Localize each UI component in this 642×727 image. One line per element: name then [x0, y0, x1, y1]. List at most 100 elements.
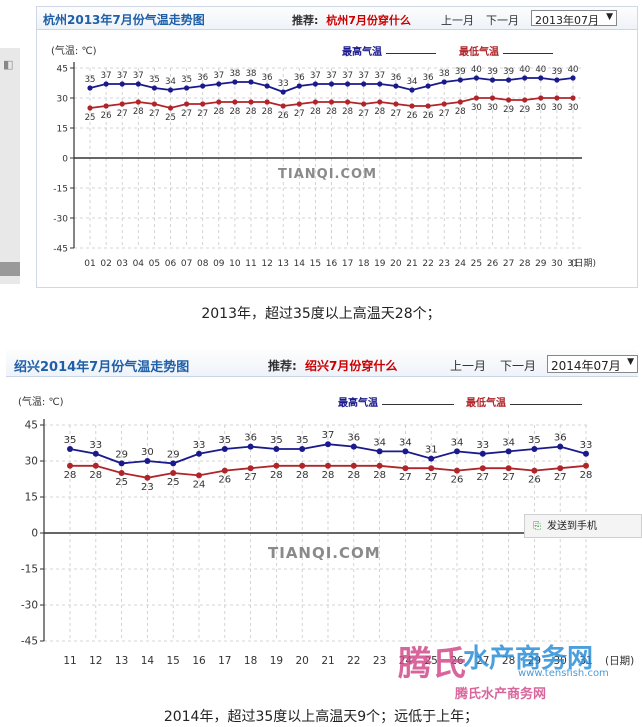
data-label-high: 36	[294, 73, 305, 83]
x-tick-label: 03	[116, 259, 127, 269]
data-label-high: 33	[278, 79, 289, 89]
point-low	[167, 105, 174, 111]
caption-2013: 2013年，超过35度以上高温天28个；	[201, 306, 441, 322]
next-month-link[interactable]: 下一月	[486, 14, 519, 27]
data-label-low: 28	[133, 107, 144, 117]
point-high	[119, 81, 125, 87]
point-high	[345, 81, 351, 87]
point-low	[409, 103, 415, 109]
month-select-value: 2013年07月	[535, 14, 599, 27]
prev-month-link[interactable]: 上一月	[441, 14, 474, 27]
data-label-low: 27	[358, 109, 369, 119]
data-label-high: 34	[451, 437, 464, 448]
prev-month-link[interactable]: 上一月	[450, 359, 487, 373]
data-label-low: 28	[246, 107, 257, 117]
data-label-low: 30	[535, 103, 546, 113]
unit-label: (气温: ℃)	[18, 397, 64, 408]
watermark-text: 水产商务网	[463, 644, 594, 674]
chart-panel-hangzhou: 杭州2013年7月份气温走势图 推荐: 杭州7月份穿什么 上一月 下一月 201…	[36, 6, 638, 288]
send-to-phone-button[interactable]: ⎘ 发送到手机	[524, 514, 642, 538]
point-high	[221, 446, 228, 452]
x-tick-label: 22	[422, 259, 433, 269]
data-label-low: 27	[476, 472, 489, 483]
data-label-high: 37	[358, 71, 369, 81]
y-tick-label: -45	[21, 636, 38, 648]
point-high	[103, 81, 109, 87]
x-tick-label: 04	[133, 259, 145, 269]
point-high	[425, 83, 431, 89]
data-label-low: 27	[399, 472, 412, 483]
data-label-low: 26	[423, 111, 434, 121]
data-label-high: 34	[407, 77, 418, 87]
point-high	[118, 460, 125, 467]
point-low	[425, 103, 431, 109]
legend-high: 最高气温	[342, 43, 436, 58]
data-label-high: 35	[528, 435, 541, 446]
y-tick-label: 45	[25, 420, 38, 432]
chart-watermark: TIANQI.COM	[268, 544, 381, 562]
next-month-link[interactable]: 下一月	[500, 359, 537, 373]
point-high	[538, 75, 544, 81]
point-high	[479, 450, 486, 457]
data-label-high: 35	[64, 435, 77, 446]
point-low	[264, 99, 270, 105]
x-tick-label: 15	[310, 259, 321, 269]
data-label-low: 27	[390, 109, 401, 119]
point-high	[296, 83, 302, 89]
point-high	[428, 455, 435, 462]
x-tick-label: 14	[294, 259, 306, 269]
chart-title: 杭州2013年7月份气温走势图	[43, 13, 205, 27]
x-tick-label: 23	[438, 259, 449, 269]
x-tick-label: 21	[321, 655, 334, 667]
data-label-high: 35	[181, 75, 192, 85]
data-label-high: 37	[213, 71, 224, 81]
x-tick-label: 24	[399, 655, 413, 667]
point-high	[247, 443, 254, 450]
point-high	[506, 77, 512, 83]
data-label-low: 24	[193, 479, 206, 490]
point-low	[489, 95, 496, 101]
point-high	[144, 458, 151, 464]
data-label-low: 28	[89, 470, 102, 481]
data-label-high: 35	[270, 435, 283, 446]
recommend-link[interactable]: 绍兴7月份穿什么	[305, 359, 398, 373]
x-tick-label: 17	[218, 655, 231, 667]
data-label-low: 28	[213, 107, 224, 117]
data-label-high: 36	[390, 73, 401, 83]
data-label-high: 29	[167, 449, 180, 460]
point-low	[280, 103, 286, 109]
data-label-high: 37	[117, 71, 128, 81]
point-low	[538, 95, 544, 101]
x-tick-label: 28	[519, 259, 531, 269]
month-select[interactable]: 2014年07月 ▼	[547, 355, 638, 373]
recommend-link[interactable]: 杭州7月份穿什么	[326, 14, 411, 27]
point-high	[312, 81, 318, 87]
data-label-low: 23	[141, 482, 154, 493]
data-label-low: 28	[262, 107, 273, 117]
point-high	[280, 89, 286, 95]
data-label-high: 34	[399, 437, 412, 448]
y-tick-label: 15	[25, 492, 38, 504]
point-low	[505, 465, 512, 472]
point-high	[489, 77, 496, 83]
legend-low: 最低气温	[466, 394, 582, 409]
data-label-high: 39	[487, 67, 498, 77]
data-label-high: 33	[580, 440, 593, 451]
chart-hangzhou-2013: 45 30 15 0 -15 -30 -45 01 02 03 04 05 06 07 08 09 10 11 12…	[53, 62, 596, 269]
point-high	[570, 75, 576, 81]
data-label-low: 26	[407, 111, 418, 121]
point-high	[473, 75, 479, 81]
legend-high: 最高气温	[338, 394, 454, 409]
data-label-high: 37	[326, 71, 337, 81]
data-label-low: 28	[310, 107, 321, 117]
data-label-low: 28	[455, 107, 466, 117]
point-high	[232, 79, 238, 85]
x-tick-label: 28	[502, 655, 515, 667]
chart-title: 绍兴2014年7月份气温走势图	[14, 360, 190, 375]
point-low	[87, 105, 93, 111]
month-select[interactable]: 2013年07月 ▼	[531, 10, 617, 27]
x-tick-label: 23	[373, 655, 386, 667]
point-low	[570, 95, 576, 101]
data-label-high: 35	[296, 435, 309, 446]
data-label-low: 27	[425, 472, 438, 483]
